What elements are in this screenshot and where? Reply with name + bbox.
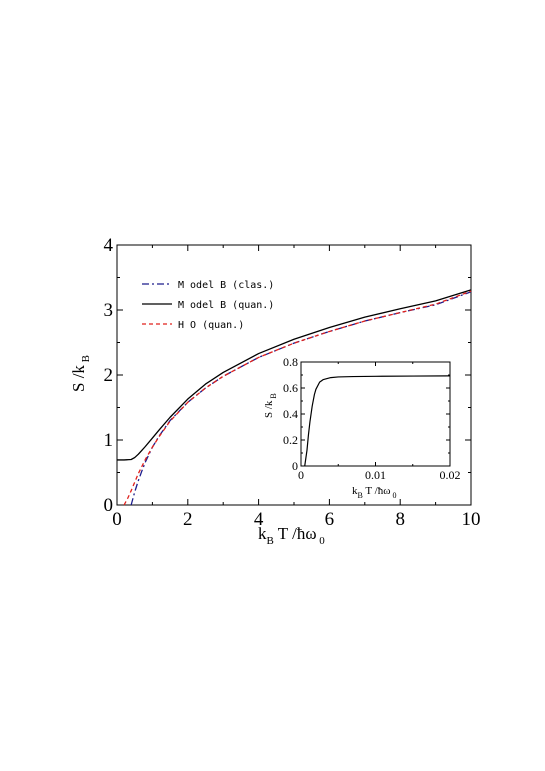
- main-y-tick-label: 0: [104, 495, 114, 516]
- inset-background: [301, 362, 450, 466]
- inset-axis-ticks: [300, 361, 451, 467]
- inset-series-lines: [304, 375, 451, 467]
- main-x-tick-label: 0: [112, 509, 122, 530]
- main-x-axis-title: kB T /ħω 0: [258, 524, 325, 547]
- inset-y-tick-label: 0.6: [283, 381, 298, 395]
- main-y-tick-label: 3: [104, 300, 114, 321]
- main-series-line-1: [117, 289, 472, 461]
- inset-chart: 0 0.01 0.02 0 0.2 0.4 0.6 0.8 kB T /ħω 0 S /k B: [263, 355, 461, 500]
- inset-y-tick-label: 0.8: [283, 355, 298, 369]
- main-chart: 0 2 4 6 8 10 0 1 2 3 4 M odel B (clas.) M odel B (…: [69, 235, 481, 547]
- inset-y-tick-label: 0.4: [283, 407, 298, 421]
- inset-y-tick-label: 0.2: [283, 433, 298, 447]
- main-axis-ticks: [116, 244, 472, 506]
- main-x-tick-label: 8: [395, 509, 405, 530]
- main-tick-labels: 0 2 4 6 8 10 0 1 2 3 4: [104, 235, 481, 530]
- inset-series-line-0: [304, 375, 451, 467]
- main-y-tick-label: 4: [104, 235, 114, 256]
- legend: M odel B (clas.) M odel B (quan.) H O (q…: [142, 280, 274, 331]
- main-x-tick-label: 2: [183, 509, 193, 530]
- inset-x-tick-label: 0.01: [365, 468, 386, 482]
- main-series-lines: [117, 289, 472, 506]
- main-x-tick-label: 4: [254, 509, 264, 530]
- inset-x-tick-label: 0: [298, 468, 304, 482]
- main-y-tick-label: 2: [104, 365, 114, 386]
- inset-x-axis-title: kB T /ħω 0: [352, 485, 396, 500]
- main-y-axis-title: S /k B: [69, 355, 92, 392]
- main-x-tick-label: 10: [462, 509, 481, 530]
- inset-tick-labels: 0 0.01 0.02 0 0.2 0.4 0.6 0.8: [283, 355, 461, 482]
- inset-y-tick-label: 0: [292, 459, 298, 473]
- legend-label-0: M odel B (clas.): [178, 280, 274, 291]
- legend-label-1: M odel B (quan.): [178, 300, 274, 311]
- main-series-line-2: [123, 290, 472, 506]
- main-y-tick-label: 1: [104, 430, 114, 451]
- inset-x-tick-label: 0.02: [440, 468, 461, 482]
- inset-y-axis-title: S /k B: [263, 393, 278, 418]
- legend-label-2: H O (quan.): [178, 320, 244, 331]
- main-x-tick-label: 6: [325, 509, 335, 530]
